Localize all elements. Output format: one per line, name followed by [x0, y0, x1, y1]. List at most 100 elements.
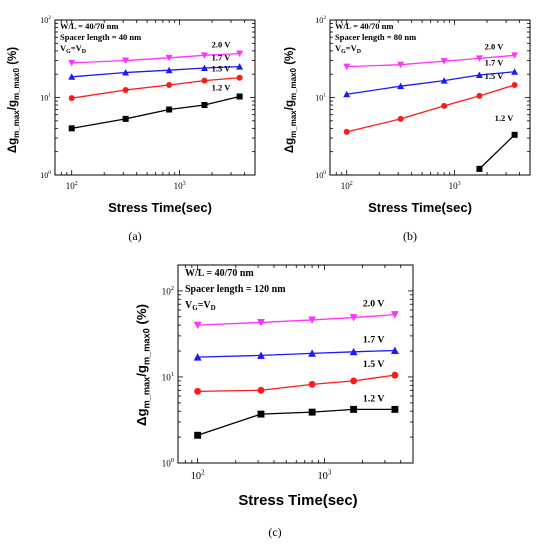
data-point	[122, 115, 129, 122]
data-point	[350, 377, 358, 385]
data-point	[349, 347, 358, 356]
data-point	[308, 408, 316, 416]
y-axis-label: Δgm_max/gm_max0 (%)	[7, 47, 21, 153]
data-point	[343, 63, 351, 71]
annotation-line: W/L = 40/70 nm	[335, 21, 393, 31]
x-axis-label: Stress Time(sec)	[368, 200, 472, 215]
panel-caption: (a)	[128, 229, 141, 243]
series-line	[197, 349, 395, 358]
y-axis-label: Δgm_max/gm_max0 (%)	[284, 47, 298, 153]
annotation-line: VG=VD	[335, 43, 361, 55]
data-point	[511, 68, 519, 75]
y-tick-label: 101	[162, 371, 174, 383]
chart-panel-1: 102 103 100 101 102 2.0 V 1.7 V1.5 V 1.2 V W/L =…	[7, 15, 256, 243]
y-tick-label: 100	[40, 170, 51, 180]
data-point	[257, 318, 265, 327]
data-point	[68, 95, 75, 102]
data-point	[194, 431, 202, 439]
series-label: 1.5 V	[363, 359, 385, 370]
plot-frame	[177, 264, 414, 464]
annotation-line: VG=VD	[60, 43, 86, 55]
data-point	[511, 52, 519, 59]
panel-caption: (c)	[268, 525, 281, 539]
data-point	[122, 57, 130, 65]
data-point	[166, 81, 173, 88]
data-point	[441, 102, 448, 109]
series-label: 1.2 V	[212, 83, 232, 93]
series-label: 1.2 V	[363, 393, 385, 404]
chart-panel-2: 102 103 100 101 102 2.0 V 1.7 V 1.5 V 1.2 V W/L =…	[284, 15, 531, 243]
x-axis-label: Stress Time(sec)	[108, 200, 212, 215]
data-point	[201, 102, 208, 109]
y-tick-label: 100	[162, 457, 174, 469]
series-label: 1.2 V	[495, 113, 515, 123]
series-label: 1.5 V	[212, 64, 232, 74]
data-point	[122, 69, 130, 76]
data-point	[390, 346, 399, 354]
data-point	[236, 93, 243, 100]
y-tick-label: 100	[315, 170, 326, 180]
series-line	[197, 313, 395, 326]
data-point	[257, 386, 265, 394]
data-point	[236, 63, 244, 70]
data-point	[391, 405, 399, 413]
data-point	[390, 311, 399, 319]
series-line	[479, 134, 516, 170]
data-point	[201, 77, 208, 84]
series-label: 1.7 V	[363, 334, 385, 345]
data-point	[349, 314, 358, 322]
data-point	[122, 86, 129, 93]
data-point	[236, 74, 243, 81]
x-tick-label: 102	[191, 470, 205, 483]
annotation-line: Spacer length = 120 nm	[185, 284, 286, 295]
data-point	[476, 165, 483, 172]
series-label: 1.7 V	[212, 53, 232, 63]
annotation-line: Spacer length = 40 nm	[60, 32, 141, 42]
annotation-line: VG=VD	[185, 300, 216, 312]
x-tick-label: 102	[66, 181, 78, 191]
data-point	[350, 405, 358, 413]
data-point	[193, 321, 202, 330]
series-line	[346, 84, 515, 133]
data-point	[511, 131, 518, 138]
y-tick-label: 102	[40, 15, 51, 25]
data-point	[200, 52, 208, 59]
data-point	[475, 55, 483, 62]
data-point	[440, 77, 448, 84]
x-tick-label: 102	[341, 181, 353, 191]
y-tick-label: 102	[162, 285, 174, 297]
data-point	[308, 380, 316, 388]
data-point	[440, 58, 448, 65]
y-tick-label: 102	[315, 15, 326, 25]
data-point	[166, 106, 173, 113]
y-tick-label: 101	[40, 93, 51, 103]
data-point	[308, 316, 317, 324]
series-label: 2.0 V	[212, 39, 232, 49]
data-point	[194, 387, 202, 395]
series-label: 2.0 V	[485, 41, 505, 51]
data-point	[397, 61, 405, 69]
data-point	[391, 371, 399, 379]
annotation-line: W/L = 40/70 nm	[60, 21, 118, 31]
data-point	[257, 410, 265, 418]
y-tick-label: 101	[315, 93, 326, 103]
data-point	[68, 125, 75, 132]
annotation-line: W/L = 40/70 nm	[185, 268, 254, 279]
data-point	[236, 50, 244, 57]
x-tick-label: 103	[449, 181, 461, 191]
data-point	[165, 66, 173, 74]
series-line	[197, 408, 395, 436]
series-line	[197, 374, 396, 393]
data-point	[308, 349, 317, 357]
data-point	[343, 128, 350, 135]
series-label: 2.0 V	[363, 299, 385, 310]
series-label: 1.5 V	[485, 71, 505, 81]
data-point	[343, 90, 351, 98]
series-line	[71, 95, 240, 129]
data-point	[397, 115, 404, 122]
data-point	[475, 71, 483, 79]
chart-panel-3: 102 103 100 101 102 2.0 V 1.7 V 1.5 V 1.2 V W/L =…	[134, 264, 414, 539]
data-point	[68, 59, 76, 67]
data-point	[193, 353, 202, 361]
